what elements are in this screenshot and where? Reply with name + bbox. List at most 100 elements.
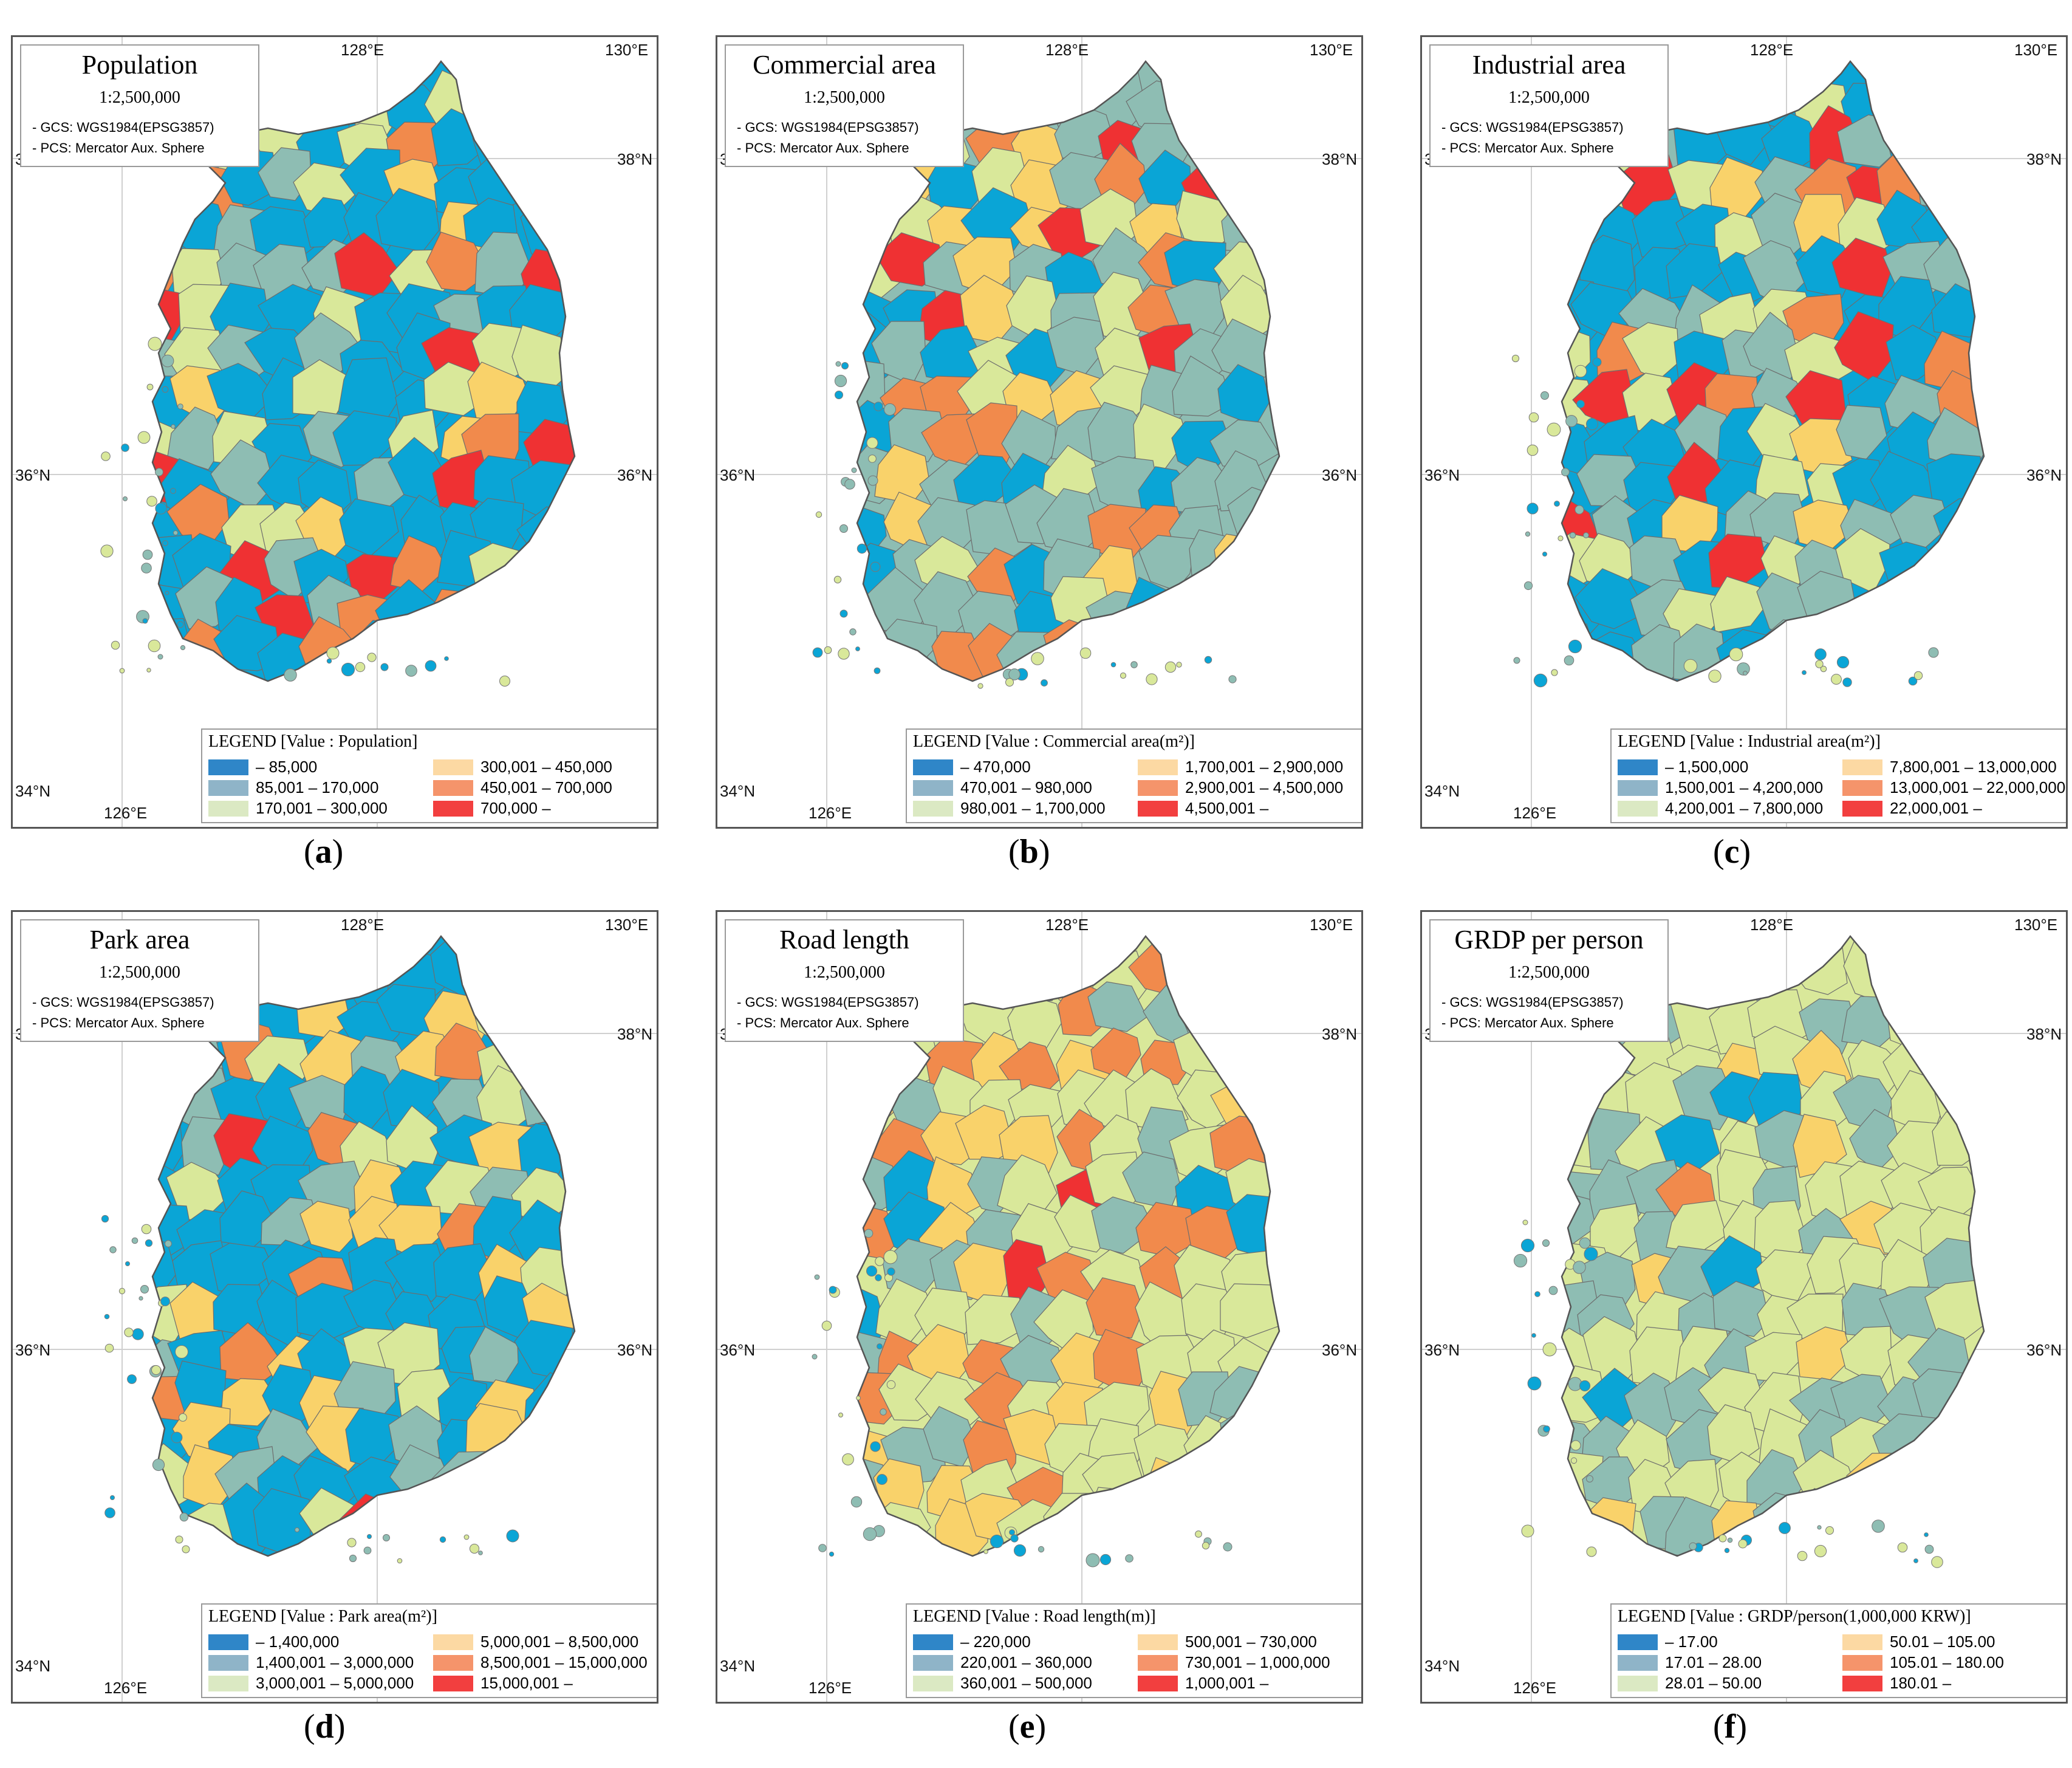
choropleth-map [13, 912, 657, 1702]
map-scale: 1:2,500,000 [804, 963, 885, 982]
island [155, 502, 167, 515]
island [1872, 1520, 1885, 1533]
lat-label-38-right: 38°N [2026, 150, 2062, 168]
legend-swatch [208, 1654, 248, 1671]
legend-item: – 85,000 [208, 758, 317, 776]
legend-label: 180.01 – [1890, 1674, 1952, 1692]
lat-label-38-right: 38°N [1322, 1025, 1358, 1043]
island [1525, 531, 1531, 537]
island [101, 451, 111, 461]
district-region [1918, 582, 1972, 642]
legend-label: 3,000,001 – 5,000,000 [256, 1674, 414, 1692]
island [1548, 1286, 1558, 1295]
map-scale: 1:2,500,000 [1508, 963, 1590, 982]
island [818, 1544, 827, 1552]
island [1586, 1546, 1597, 1557]
legend-swatch [1842, 800, 1882, 817]
island [142, 618, 148, 624]
district-region [1895, 625, 1951, 681]
legend-item: 5,000,001 – 8,500,000 [433, 1633, 638, 1651]
map-title-box: Population 1:2,500,000 - GCS: WGS1984(EPSG… [20, 44, 259, 167]
lon-label-126: 126°E [809, 804, 852, 822]
island [864, 1228, 874, 1238]
island [1528, 412, 1539, 423]
legend-label: – 470,000 [960, 758, 1031, 776]
island [877, 1474, 887, 1485]
district-region [1217, 162, 1279, 214]
legend-item: 980,001 – 1,700,000 [913, 799, 1106, 818]
legend-item: 15,000,001 – [433, 1674, 573, 1693]
district-region [432, 619, 491, 677]
island [1564, 655, 1575, 666]
island [127, 1374, 137, 1384]
island [1576, 400, 1585, 408]
legend-label: 13,000,001 – 22,000,000 [1890, 778, 2066, 797]
island [1583, 532, 1589, 538]
island [834, 374, 847, 388]
legend-swatch [208, 759, 248, 775]
island [841, 362, 849, 369]
legend-item: 1,700,001 – 2,900,000 [1138, 758, 1343, 776]
district-region [1712, 1281, 1770, 1337]
island [883, 403, 897, 416]
legend-swatch [433, 1675, 473, 1691]
island [109, 1246, 117, 1253]
island [850, 1496, 863, 1508]
district-region [1086, 1277, 1144, 1338]
island [1575, 505, 1584, 515]
island [880, 1408, 887, 1416]
island [1038, 1546, 1045, 1553]
island [367, 653, 377, 662]
legend-title: LEGEND [Value : Industrial area(m²)] [1618, 732, 1881, 751]
legend-label: 22,000,001 – [1890, 799, 1982, 817]
island [875, 1256, 884, 1266]
island [161, 354, 174, 368]
island [146, 668, 151, 673]
district-region [959, 937, 1028, 1007]
district-region [152, 194, 187, 259]
legend-swatch [1842, 1634, 1882, 1650]
district-region [1087, 981, 1147, 1032]
lon-label-128: 128°E [1750, 916, 1794, 934]
island [839, 609, 848, 618]
legend-label: – 1,500,000 [1665, 758, 1749, 776]
district-region [956, 74, 1018, 129]
pcs-label: - PCS: Mercator Aux. Sphere [32, 1015, 205, 1030]
island [863, 1527, 877, 1541]
district-region [1145, 1457, 1202, 1518]
lat-label-36-right: 36°N [1322, 1341, 1358, 1359]
lon-label-126: 126°E [104, 804, 148, 822]
district-region [522, 542, 575, 601]
map-legend: LEGEND [Value : Road length(m)] – 220,000… [906, 1603, 1361, 1698]
district-region [1797, 570, 1858, 637]
island [1569, 532, 1576, 539]
legend-label: 700,000 – [480, 799, 551, 817]
island [363, 1546, 372, 1555]
district-region [1929, 1019, 1982, 1085]
legend-swatch [433, 1654, 473, 1671]
legend-swatch [433, 1634, 473, 1650]
island [182, 1545, 190, 1554]
district-region [395, 1510, 454, 1556]
island [838, 648, 850, 660]
island [175, 1345, 188, 1359]
legend-item: 3,000,001 – 5,000,000 [208, 1674, 414, 1693]
map-title: Park area [89, 925, 190, 954]
lat-label-36-left: 36°N [15, 1341, 51, 1359]
island [856, 1396, 861, 1400]
island [868, 454, 877, 463]
legend-label: 50.01 – 105.00 [1890, 1633, 1995, 1651]
district-region [1929, 1448, 1984, 1518]
island [148, 337, 162, 351]
island [1542, 1342, 1557, 1357]
district-region [302, 65, 357, 131]
lat-label-36-right: 36°N [2026, 466, 2062, 484]
legend-item: 450,001 – 700,000 [433, 778, 612, 797]
legend-item: 2,900,001 – 4,500,000 [1138, 778, 1343, 797]
island [1779, 1522, 1791, 1534]
island [1204, 656, 1212, 664]
island [171, 424, 176, 429]
legend-swatch [913, 1675, 953, 1691]
district-region [167, 406, 226, 470]
island [478, 1550, 483, 1555]
